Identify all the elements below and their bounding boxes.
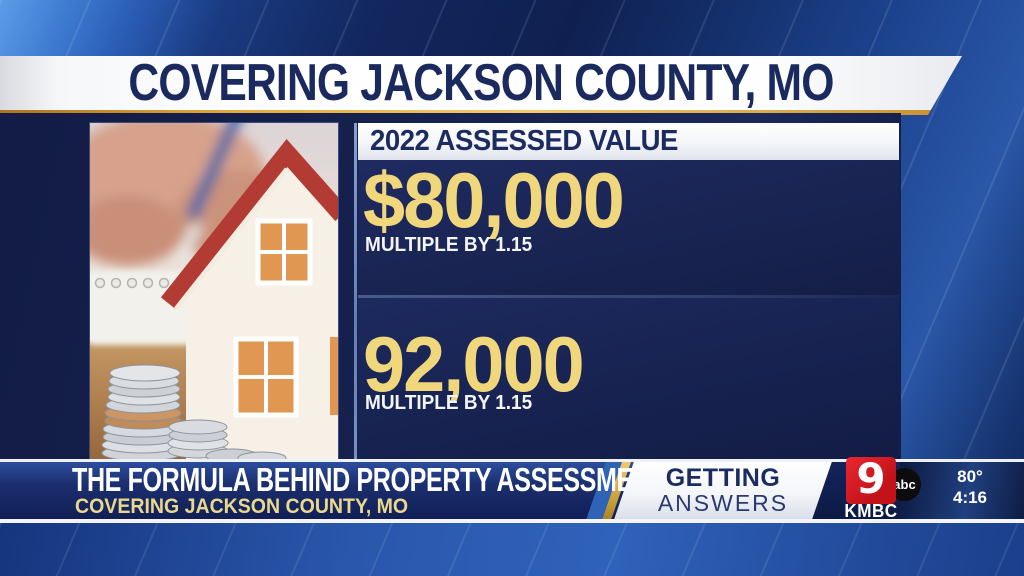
assessed-value-header-text: 2022 ASSESSED VALUE (370, 125, 678, 157)
model-house (160, 139, 338, 459)
program-flag-inner: GETTING ANSWERS (624, 462, 822, 519)
bottom-strip (0, 523, 1024, 576)
assessment-row-1 (358, 160, 899, 295)
assessment-panel: 2022 ASSESSED VALUE $80,000 MULTIPLE BY … (358, 123, 899, 460)
photo-illustration (90, 123, 338, 459)
gold-underline (0, 110, 962, 115)
lower-window (233, 336, 299, 418)
program-name-line1: GETTING (665, 464, 781, 492)
multiplier-note-1: MULTIPLE BY 1.15 (365, 234, 533, 256)
coin-stacks (101, 364, 287, 459)
assessed-value-header: 2022 ASSESSED VALUE (358, 123, 899, 160)
lower-third-top-line (0, 459, 1024, 462)
assessed-value-amount-1: $80,000 (363, 156, 625, 244)
program-name-line2: ANSWERS (657, 490, 789, 516)
clock-time: 4:16 (952, 488, 988, 507)
property-assessment-photo (89, 122, 339, 460)
channel-number: 9 (856, 454, 886, 503)
right-sheen (900, 462, 1024, 519)
lower-third: THE FORMULA BEHIND PROPERTY ASSESSMENTS … (0, 457, 1024, 523)
program-flag: GETTING ANSWERS (614, 462, 832, 519)
multiplier-note-2: MULTIPLE BY 1.15 (365, 392, 533, 414)
section-divider (358, 295, 899, 298)
top-banner-bar: COVERING JACKSON COUNTY, MO (0, 56, 962, 110)
assessed-value-amount-2: 92,000 (363, 320, 585, 408)
weather-time-readout: 80° 4:16 (938, 466, 1002, 508)
abc-network-text: abc (893, 477, 916, 492)
panel-left-highlight (354, 123, 357, 460)
station-call-sign: KMBC (844, 501, 898, 521)
channel-9-icon: 9 (846, 457, 896, 504)
headline-subtitle: COVERING JACKSON COUNTY, MO (75, 495, 409, 518)
upper-window (255, 218, 313, 286)
top-banner-text: COVERING JACKSON COUNTY, MO (128, 54, 834, 112)
lower-third-bottom-line (0, 519, 1024, 523)
assessment-row-2 (358, 298, 899, 460)
top-banner: COVERING JACKSON COUNTY, MO (0, 56, 962, 115)
headline-title: THE FORMULA BEHIND PROPERTY ASSESSMENTS (72, 462, 682, 498)
temperature-readout: 80° (957, 467, 983, 486)
headline-banner (0, 462, 648, 519)
